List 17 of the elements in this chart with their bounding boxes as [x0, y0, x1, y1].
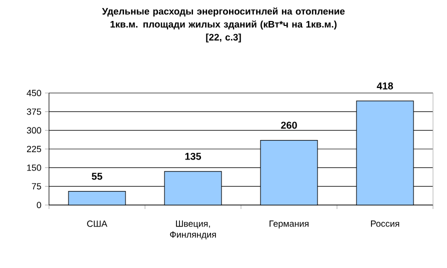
chart-title: Удельные расходы энергоноситнлей на отопление 1кв.м. площади жилых зданий (кВт*ч на 1кв.м.): [102, 8, 345, 30]
y-tick-label: 450: [26, 90, 42, 96]
data-label: 260: [281, 122, 297, 129]
data-label: 418: [376, 82, 394, 90]
y-tick-label: 300: [26, 127, 42, 134]
y-tick-label: 75: [32, 183, 42, 190]
chart-subtitle: [22, с.3]: [206, 34, 241, 42]
data-label: 55: [92, 172, 102, 180]
y-tick-label: 225: [26, 146, 42, 152]
y-tick-label: 375: [26, 108, 42, 115]
y-tick-label: 0: [36, 202, 42, 208]
data-label: 135: [185, 152, 202, 160]
y-tick-label: 150: [27, 164, 42, 171]
x-tick-label: Германия: [270, 220, 308, 229]
x-tick-label: США: [87, 220, 108, 227]
x-tick-label: Россия: [371, 220, 400, 227]
x-tick-label: Швеция, Финляндия: [170, 220, 216, 240]
